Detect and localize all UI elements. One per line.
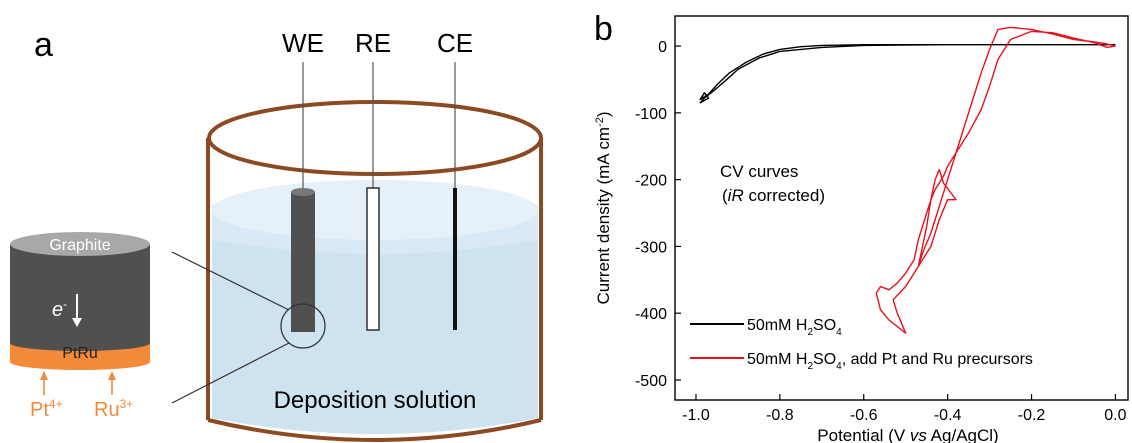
x-tick-label: -0.2	[1018, 407, 1046, 424]
x-axis-ticks: -1.0 -0.8 -0.6 -0.4 -0.2 0.0	[682, 394, 1127, 424]
annotation-line-1: CV curves	[720, 162, 798, 181]
working-electrode	[291, 62, 315, 332]
ce-label: CE	[437, 28, 473, 58]
y-axis-label: Current density (mA cm-2)	[594, 111, 613, 304]
legend: 50mM H2SO4 50mM H2SO4, add Pt and Ru pre…	[690, 317, 1033, 372]
counter-electrode	[453, 62, 457, 330]
y-tick-label: 0	[658, 39, 667, 56]
legend-entry-1: 50mM H2SO4	[747, 317, 842, 338]
series-line-red	[875, 26, 1116, 334]
ptru-label: PtRu	[62, 345, 98, 362]
solution-label: Deposition solution	[274, 387, 477, 414]
re-label: RE	[355, 28, 391, 58]
panel-a-label: a	[34, 26, 53, 64]
annotation-line-2: (iR corrected)	[722, 186, 825, 205]
cv-plot: -1.0 -0.8 -0.6 -0.4 -0.2 0.0 0 -100 -200 -300 -40…	[635, 15, 1129, 424]
y-tick-label: -400	[635, 306, 667, 323]
x-tick-label: -0.8	[766, 407, 794, 424]
zoom-circle	[280, 303, 326, 349]
y-tick-label: -300	[635, 239, 667, 256]
y-tick-label: -200	[635, 173, 667, 190]
panel-b-label: b	[594, 10, 613, 48]
electron-label: e-	[52, 297, 67, 321]
electrode-inset	[10, 232, 150, 395]
y-tick-label: -500	[635, 373, 667, 390]
x-tick-label: -1.0	[682, 407, 710, 424]
y-axis-ticks: 0 -100 -200 -300 -400 -500	[635, 39, 681, 390]
reference-electrode	[366, 62, 380, 331]
we-label: WE	[282, 28, 324, 58]
pt-ion-label: Pt4+	[30, 397, 63, 421]
legend-entry-2: 50mM H2SO4, add Pt and Ru precursors	[747, 351, 1033, 372]
ru-ion-label: Ru3+	[94, 397, 133, 421]
y-tick-label: -100	[635, 106, 667, 123]
zoom-leader-bottom	[171, 342, 290, 404]
graphite-label: Graphite	[49, 237, 110, 254]
x-tick-label: 0.0	[1104, 407, 1126, 424]
plot-frame	[674, 15, 1129, 401]
x-tick-label: -0.4	[934, 407, 962, 424]
series-line-black	[699, 44, 1116, 104]
x-tick-label: -0.6	[850, 407, 878, 424]
zoom-leader-top	[171, 251, 290, 311]
series-layer	[699, 26, 1116, 334]
x-axis-label: Potential (V vs Ag/AgCl)	[817, 426, 998, 443]
